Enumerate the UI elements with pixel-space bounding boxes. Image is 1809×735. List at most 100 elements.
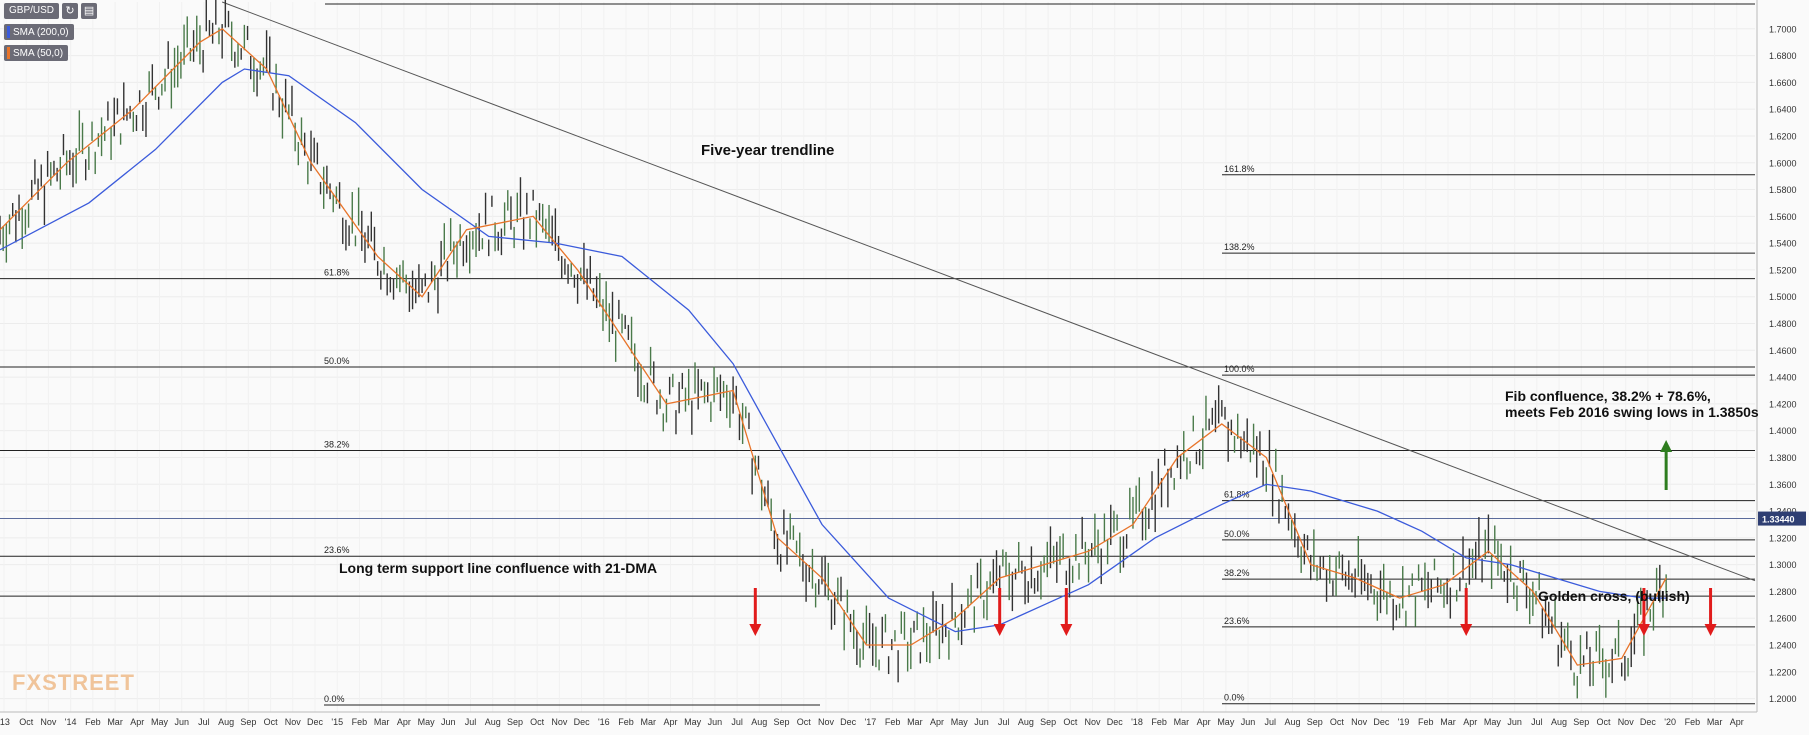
x-tick-label: Nov — [551, 717, 568, 727]
x-tick-label: Jun — [974, 717, 989, 727]
settings-icon[interactable]: ▤ — [81, 3, 98, 19]
y-tick-label: 1.4400 — [1769, 373, 1797, 383]
down-arrow-head — [1637, 624, 1650, 636]
x-tick-label: Mar — [907, 717, 923, 727]
y-tick-label: 1.3200 — [1769, 533, 1797, 543]
x-tick-label: Nov — [1618, 717, 1635, 727]
y-tick-label: 1.5400 — [1769, 239, 1797, 249]
chart-toolbar: GBP/USD ↻ ▤ — [4, 3, 98, 19]
y-tick-label: 1.2600 — [1769, 614, 1797, 624]
fib-set2-label: 138.2% — [1224, 242, 1255, 252]
fib-set2-label: 23.6% — [1224, 616, 1250, 626]
x-tick-label: Oct — [1063, 717, 1078, 727]
y-tick-label: 1.2000 — [1769, 694, 1797, 704]
x-tick-label: Sep — [240, 717, 256, 727]
x-tick-label: Sep — [1040, 717, 1056, 727]
down-arrow-head — [749, 624, 762, 636]
down-arrow-head — [1704, 624, 1717, 636]
x-tick-label: Oct — [797, 717, 812, 727]
y-tick-label: 1.2800 — [1769, 587, 1797, 597]
fib-set1-label: 23.6% — [324, 545, 350, 555]
x-tick-label: Jun — [441, 717, 456, 727]
y-tick-label: 1.4200 — [1769, 399, 1797, 409]
x-tick-label: Mar — [374, 717, 390, 727]
x-tick-label: Apr — [130, 717, 144, 727]
trendline-annotation: Five-year trendline — [701, 142, 835, 159]
x-tick-label: '14 — [65, 717, 77, 727]
y-tick-label: 1.5600 — [1769, 212, 1797, 222]
fib-set1-label: 61.8% — [324, 268, 350, 278]
sma200-label: SMA (200,0) — [13, 26, 69, 38]
y-tick-label: 1.6000 — [1769, 158, 1797, 168]
x-tick-label: Dec — [840, 717, 857, 727]
x-tick-label: Nov — [40, 717, 57, 727]
x-tick-label: Jul — [1531, 717, 1543, 727]
x-tick-label: Aug — [218, 717, 234, 727]
y-tick-label: 1.2200 — [1769, 667, 1797, 677]
x-tick-label: Sep — [507, 717, 523, 727]
fib-set1-label: 0.0% — [324, 694, 345, 704]
x-tick-label: '20 — [1664, 717, 1676, 727]
sma50-label: SMA (50,0) — [13, 47, 64, 59]
x-tick-label: Nov — [1085, 717, 1102, 727]
x-tick-label: Feb — [85, 717, 101, 727]
y-tick-label: 1.3800 — [1769, 453, 1797, 463]
x-tick-label: Jun — [1241, 717, 1256, 727]
y-tick-label: 1.6200 — [1769, 131, 1797, 141]
y-tick-label: 1.3600 — [1769, 480, 1797, 490]
x-tick-label: May — [951, 717, 969, 727]
x-tick-label: Sep — [774, 717, 790, 727]
x-tick-label: Sep — [1573, 717, 1589, 727]
price-tag-bg — [1758, 511, 1806, 526]
x-tick-label: Oct — [1330, 717, 1345, 727]
x-tick-label: '16 — [598, 717, 610, 727]
down-arrow-head — [1060, 624, 1073, 636]
x-tick-label: Jul — [465, 717, 477, 727]
x-tick-label: May — [1484, 717, 1502, 727]
fxstreet-watermark: FXSTREET — [12, 670, 135, 695]
sma200-indicator[interactable]: SMA (200,0) — [4, 24, 74, 40]
price-tag-label: 1.33440 — [1762, 515, 1795, 525]
support-annotation: Long term support line confluence with 2… — [339, 560, 658, 576]
golden-cross-annotation: Golden cross, (bullish) — [1538, 588, 1690, 604]
sma50-indicator[interactable]: SMA (50,0) — [4, 45, 69, 61]
down-arrow-head — [1460, 624, 1473, 636]
x-tick-label: Jul — [731, 717, 743, 727]
x-tick-label: Sep — [1307, 717, 1323, 727]
x-tick-label: Feb — [352, 717, 368, 727]
x-tick-label: Feb — [1685, 717, 1701, 727]
y-tick-label: 1.6800 — [1769, 51, 1797, 61]
x-tick-label: Dec — [574, 717, 591, 727]
x-tick-label: Jul — [1265, 717, 1277, 727]
sma200-line — [0, 68, 1667, 633]
refresh-icon[interactable]: ↻ — [62, 3, 79, 19]
x-tick-label: '13 — [0, 717, 10, 727]
symbol-label[interactable]: GBP/USD — [4, 3, 60, 19]
x-tick-label: '19 — [1398, 717, 1410, 727]
x-tick-label: Jul — [998, 717, 1010, 727]
x-tick-label: Feb — [618, 717, 634, 727]
x-tick-label: Dec — [1640, 717, 1657, 727]
x-tick-label: Aug — [1284, 717, 1300, 727]
x-tick-label: Aug — [485, 717, 501, 727]
y-tick-label: 1.4000 — [1769, 426, 1797, 436]
fib-set2-label: 38.2% — [1224, 568, 1250, 578]
x-tick-label: Apr — [1730, 717, 1744, 727]
five-year-trendline — [221, 1, 1756, 582]
x-tick-label: Oct — [1596, 717, 1611, 727]
y-tick-label: 1.6400 — [1769, 105, 1797, 115]
x-tick-label: Oct — [530, 717, 545, 727]
fib-set2-label: 0.0% — [1224, 693, 1245, 703]
x-tick-label: Mar — [1707, 717, 1723, 727]
x-tick-label: Oct — [19, 717, 34, 727]
sma200-swatch — [7, 26, 10, 38]
x-tick-label: Jun — [708, 717, 723, 727]
x-tick-label: Nov — [1351, 717, 1368, 727]
x-tick-label: Apr — [1197, 717, 1211, 727]
x-tick-label: Jun — [174, 717, 189, 727]
x-tick-label: Aug — [1551, 717, 1567, 727]
x-tick-label: Dec — [1373, 717, 1390, 727]
y-tick-label: 1.2400 — [1769, 641, 1797, 651]
